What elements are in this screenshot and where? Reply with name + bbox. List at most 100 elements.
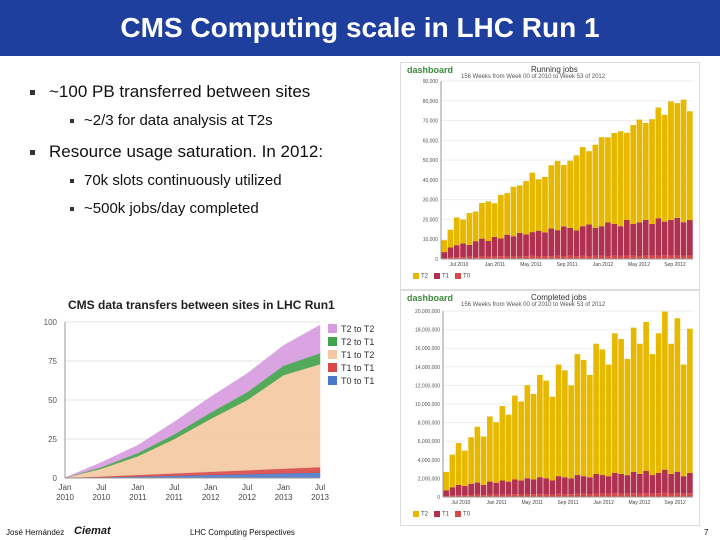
bar-t0 xyxy=(567,255,573,259)
bar-t0 xyxy=(649,255,655,259)
bar-t2 xyxy=(462,450,468,487)
bar-t2 xyxy=(485,201,492,242)
bar-t1 xyxy=(487,481,493,495)
bar-t0 xyxy=(529,255,536,259)
bar-t1 xyxy=(567,227,573,256)
bar-t2 xyxy=(480,436,487,485)
bar-t2 xyxy=(504,193,510,235)
bar-t1 xyxy=(643,470,649,494)
bar-t2 xyxy=(642,122,649,220)
bar-t1 xyxy=(455,484,462,496)
bar-t1 xyxy=(624,219,630,256)
bar-t1 xyxy=(548,228,555,257)
bar-t0 xyxy=(518,494,524,497)
bar-t1 xyxy=(599,475,606,494)
bar-t2 xyxy=(687,328,693,473)
bar-t0 xyxy=(505,494,512,497)
bar-t1 xyxy=(466,244,473,257)
sub-bullet-item: 70k slots continuously utilized xyxy=(70,172,282,189)
bar-t0 xyxy=(535,256,542,259)
bar-t1 xyxy=(580,476,587,494)
y-tick-label: 80,000 xyxy=(423,99,439,105)
bullet-marker xyxy=(30,150,35,156)
y-tick-label: 14,000,000 xyxy=(415,365,440,371)
bar-t0 xyxy=(674,255,681,259)
x-tick-label: Sep 2011 xyxy=(556,262,577,268)
bar-t0 xyxy=(605,493,612,497)
page-number: 7 xyxy=(704,528,709,537)
x-tick-label: Jan 2012 xyxy=(593,500,614,506)
transfer-chart-legend: T2 to T2 T2 to T1 T1 to T2 T1 to T1 T0 to T1 xyxy=(328,322,374,387)
bar-t1 xyxy=(468,483,474,495)
bar-t2 xyxy=(617,131,624,227)
bar-t1 xyxy=(617,226,624,256)
bar-t0 xyxy=(491,256,498,259)
x-tick-label: 2010 xyxy=(93,493,111,502)
bar-t1 xyxy=(592,227,599,256)
bar-t2 xyxy=(523,181,529,235)
sub-bullet-item: ~2/3 for data analysis at T2s xyxy=(70,112,273,129)
y-tick-label: 25 xyxy=(48,435,57,444)
bar-t0 xyxy=(472,257,479,259)
x-tick-label: 2011 xyxy=(166,493,184,502)
transfer-chart-title: CMS data transfers between sites in LHC … xyxy=(68,298,335,312)
x-tick-label: 2013 xyxy=(311,493,329,502)
bar-t1 xyxy=(518,480,524,495)
area-series-t2-to-t2 xyxy=(64,324,321,478)
completed-jobs-title: Completed jobs xyxy=(531,293,587,302)
legend-item: T2 to T1 xyxy=(328,335,374,348)
bar-t0 xyxy=(510,256,517,259)
bar-t1 xyxy=(605,476,612,494)
bar-t0 xyxy=(480,495,487,497)
y-tick-label: 70,000 xyxy=(423,119,439,125)
bar-t2 xyxy=(630,327,637,472)
bar-t0 xyxy=(674,493,681,497)
bar-t0 xyxy=(687,493,693,497)
bar-t2 xyxy=(542,176,548,233)
bar-t1 xyxy=(605,222,611,257)
x-tick-label: May 2011 xyxy=(520,262,542,268)
bar-t0 xyxy=(542,256,548,259)
running-jobs-legend: T2 T1 T0 xyxy=(407,273,470,280)
bar-t0 xyxy=(599,493,606,497)
completed-jobs-legend: T2 T1 T0 xyxy=(407,511,470,518)
running-jobs-title: Running jobs xyxy=(531,65,578,74)
bar-t0 xyxy=(516,256,523,259)
bar-t2 xyxy=(460,219,466,244)
bar-t0 xyxy=(466,256,473,259)
bar-t1 xyxy=(655,472,662,494)
bar-t0 xyxy=(498,256,504,259)
bar-t2 xyxy=(443,471,449,491)
x-tick-label: Jan 2011 xyxy=(485,262,505,268)
bar-t1 xyxy=(542,232,548,257)
bar-t0 xyxy=(661,255,668,259)
bar-t1 xyxy=(524,478,531,495)
legend-item: T1 to T1 xyxy=(328,361,374,374)
bar-t2 xyxy=(529,172,536,233)
y-tick-label: 0 xyxy=(53,474,58,483)
bar-t1 xyxy=(485,241,492,257)
y-tick-label: 50 xyxy=(48,396,57,405)
bullet-text: ~100 PB transferred between sites xyxy=(49,82,311,101)
bar-t2 xyxy=(555,364,562,477)
bar-t2 xyxy=(598,137,605,227)
bar-t2 xyxy=(472,211,479,242)
bar-t1 xyxy=(480,484,487,496)
bar-t0 xyxy=(618,493,624,497)
running-jobs-panel: 0 10,000 20,000 30,000 40,000 50,000 60,000 70,… xyxy=(400,62,700,290)
bar-t1 xyxy=(516,232,523,257)
bar-t0 xyxy=(624,493,631,497)
bar-t2 xyxy=(449,454,456,488)
bar-t1 xyxy=(674,471,681,494)
bar-t1 xyxy=(630,471,637,494)
legend-swatch xyxy=(413,273,419,279)
legend-label: T2 xyxy=(421,511,429,518)
bar-t2 xyxy=(668,343,674,474)
legend-swatch xyxy=(328,376,337,385)
bar-t1 xyxy=(630,223,636,256)
bar-t0 xyxy=(460,257,466,259)
bar-t2 xyxy=(605,137,611,223)
bar-t0 xyxy=(636,256,643,259)
bar-t1 xyxy=(474,482,481,495)
bar-t2 xyxy=(661,114,668,222)
